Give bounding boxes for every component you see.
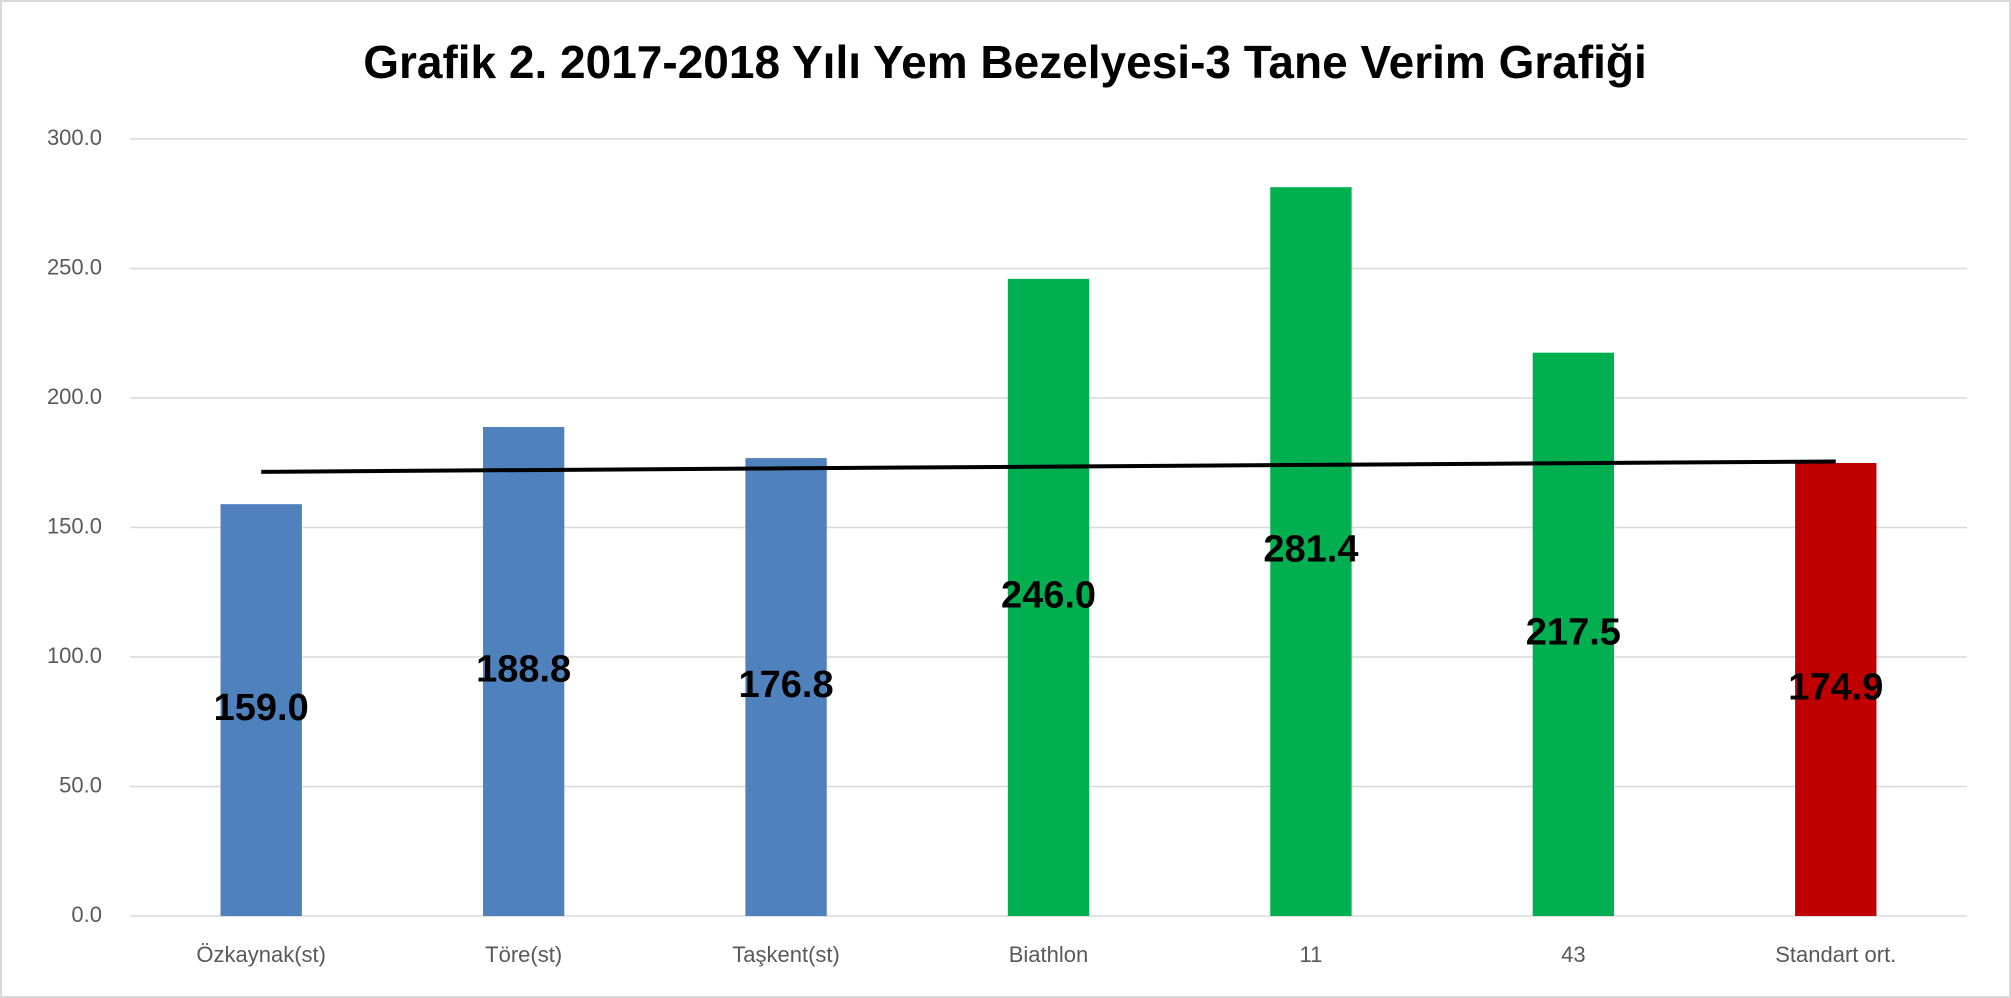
data-label: 246.0 [1001, 574, 1096, 616]
y-tick-label: 200.0 [47, 384, 102, 409]
data-label: 217.5 [1526, 611, 1621, 653]
x-tick-label: Taşkent(st) [732, 942, 840, 967]
data-label: 174.9 [1788, 667, 1883, 709]
data-label: 176.8 [739, 664, 834, 706]
data-label: 188.8 [476, 649, 571, 691]
chart-title: Grafik 2. 2017-2018 Yılı Yem Bezelyesi-3… [363, 36, 1647, 88]
bar [1007, 278, 1090, 916]
bar [1270, 187, 1352, 916]
x-tick-label: Özkaynak(st) [196, 942, 326, 967]
data-label: 159.0 [214, 687, 309, 729]
x-tick-label: 43 [1561, 942, 1585, 967]
y-tick-label: 50.0 [59, 772, 102, 797]
bar [482, 427, 565, 916]
bar [1532, 352, 1615, 916]
y-tick-label: 100.0 [47, 643, 102, 668]
bar [1795, 463, 1877, 916]
y-tick-label: 0.0 [71, 902, 102, 927]
trendline [261, 459, 1836, 474]
y-tick-label: 150.0 [47, 513, 102, 538]
bar [745, 458, 827, 916]
y-tick-label: 250.0 [47, 254, 102, 279]
x-tick-label: Standart ort. [1775, 942, 1896, 967]
y-tick-label: 300.0 [47, 125, 102, 150]
bar [220, 504, 302, 916]
data-label: 281.4 [1263, 529, 1358, 571]
x-tick-label: Biathlon [1009, 942, 1089, 967]
x-tick-label: Töre(st) [485, 942, 562, 967]
x-tick-label: 11 [1300, 942, 1323, 967]
